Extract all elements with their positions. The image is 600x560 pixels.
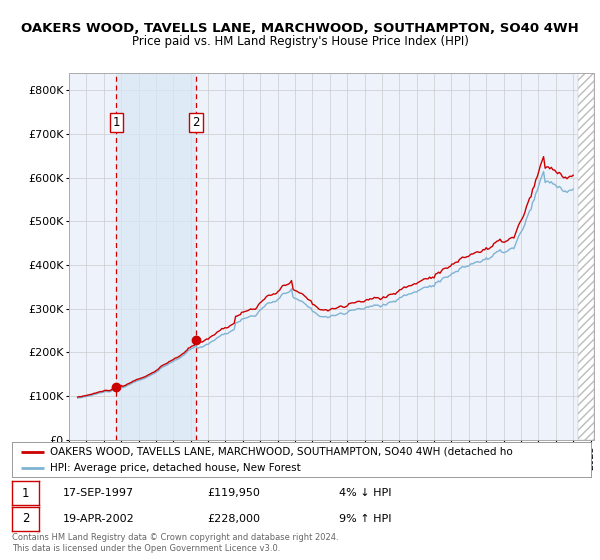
Text: 2: 2 <box>192 116 200 129</box>
Text: HPI: Average price, detached house, New Forest: HPI: Average price, detached house, New … <box>50 464 301 473</box>
Text: Price paid vs. HM Land Registry's House Price Index (HPI): Price paid vs. HM Land Registry's House … <box>131 35 469 48</box>
Text: £228,000: £228,000 <box>207 514 260 524</box>
Text: £119,950: £119,950 <box>207 488 260 498</box>
Text: 2: 2 <box>22 512 29 525</box>
Text: 1: 1 <box>22 487 29 500</box>
Text: 4% ↓ HPI: 4% ↓ HPI <box>339 488 391 498</box>
Text: Contains HM Land Registry data © Crown copyright and database right 2024.
This d: Contains HM Land Registry data © Crown c… <box>12 533 338 553</box>
Bar <box>116 73 196 440</box>
Text: 1: 1 <box>113 116 120 129</box>
Text: 17-SEP-1997: 17-SEP-1997 <box>63 488 134 498</box>
Bar <box>578 73 594 440</box>
Text: OAKERS WOOD, TAVELLS LANE, MARCHWOOD, SOUTHAMPTON, SO40 4WH (detached ho: OAKERS WOOD, TAVELLS LANE, MARCHWOOD, SO… <box>50 447 512 457</box>
Text: 9% ↑ HPI: 9% ↑ HPI <box>339 514 391 524</box>
Text: 19-APR-2002: 19-APR-2002 <box>63 514 135 524</box>
Text: OAKERS WOOD, TAVELLS LANE, MARCHWOOD, SOUTHAMPTON, SO40 4WH: OAKERS WOOD, TAVELLS LANE, MARCHWOOD, SO… <box>21 22 579 35</box>
